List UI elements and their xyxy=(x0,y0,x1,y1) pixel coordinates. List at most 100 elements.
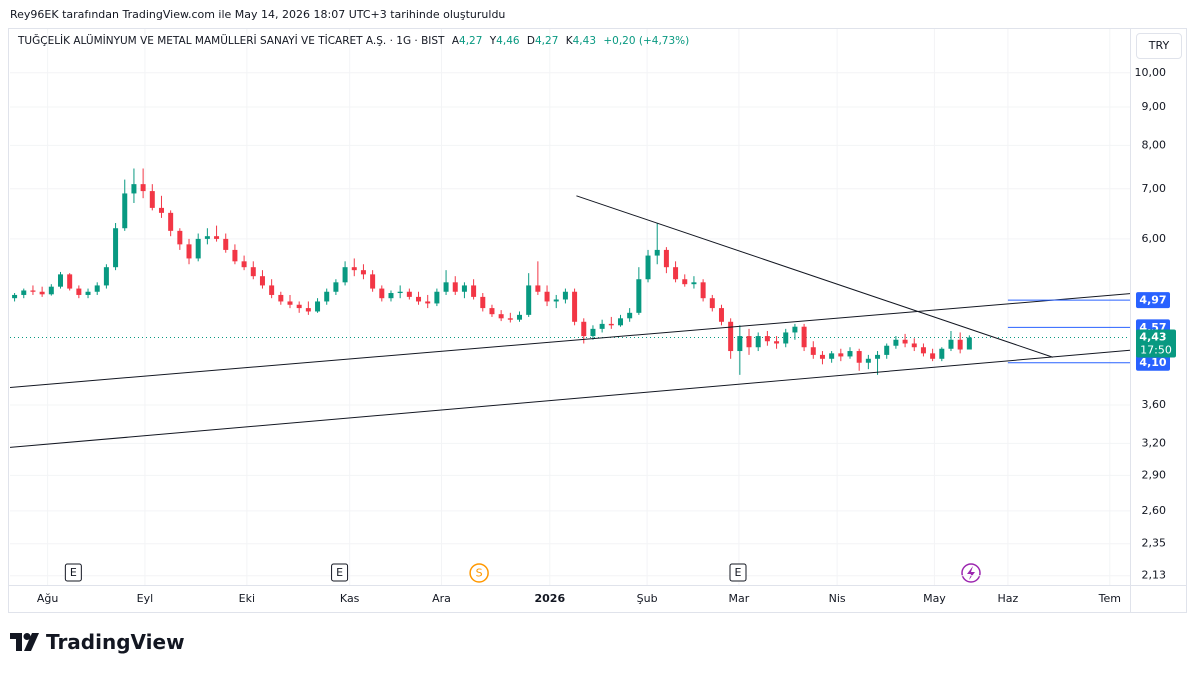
countdown-label: 17:50 xyxy=(1140,344,1172,357)
candle-body xyxy=(48,286,54,295)
event-label: E xyxy=(70,566,77,579)
candle-body xyxy=(572,291,578,322)
candle-body xyxy=(810,347,816,355)
candle-body xyxy=(553,299,559,302)
plot xyxy=(10,29,1130,585)
candle-body xyxy=(379,288,385,299)
y-tick-label: 10,00 xyxy=(1135,66,1167,79)
candle-body xyxy=(461,285,467,292)
candle-body xyxy=(278,294,284,302)
candle-body xyxy=(416,296,422,302)
candle-body xyxy=(140,184,146,192)
ohlc-key: D xyxy=(526,35,535,47)
candle-body xyxy=(875,354,881,359)
candle-body xyxy=(471,285,477,297)
candle-body xyxy=(434,291,440,304)
event-label: S xyxy=(476,567,483,580)
candle-body xyxy=(755,336,761,348)
candle-body xyxy=(902,339,908,344)
candle-body xyxy=(673,267,679,280)
candle-body xyxy=(682,279,688,285)
candle-body xyxy=(113,228,119,268)
candle-body xyxy=(957,339,963,350)
brand: TradingView xyxy=(10,630,185,654)
candle-body xyxy=(21,290,27,295)
candle-body xyxy=(562,291,568,300)
candle-body xyxy=(507,318,513,320)
x-tick-label: Tem xyxy=(1098,592,1121,605)
candle-body xyxy=(608,323,614,326)
price-tag-label: 4,10 xyxy=(1139,356,1166,369)
candle-body xyxy=(617,318,623,326)
x-tick-label: Nis xyxy=(829,592,846,605)
candle-body xyxy=(305,308,311,312)
candle-body xyxy=(636,279,642,313)
y-tick-label: 2,60 xyxy=(1142,504,1167,517)
candle-body xyxy=(259,276,265,286)
candle-body xyxy=(269,285,275,295)
brand-name: TradingView xyxy=(46,630,185,654)
candle-body xyxy=(920,347,926,354)
y-tick-label: 2,13 xyxy=(1142,569,1167,582)
ohlc-value: 4,43 xyxy=(572,35,597,47)
candle-body xyxy=(865,358,871,363)
candle-body xyxy=(324,291,330,302)
x-tick-label: May xyxy=(923,592,946,605)
ohlc-value: 4,27 xyxy=(459,35,483,47)
candle-body xyxy=(480,296,486,309)
candle-body xyxy=(12,294,18,299)
price-tag xyxy=(1136,292,1170,309)
candle-body xyxy=(737,336,743,352)
candle-body xyxy=(581,321,587,337)
candle-body xyxy=(700,282,706,299)
candle-body xyxy=(792,326,798,333)
candle-body xyxy=(406,291,412,297)
earnings-flash-icon xyxy=(961,563,981,583)
legend: TUĞÇELİK ALÜMİNYUM VE METAL MAMÜLLERİ SA… xyxy=(18,35,689,47)
ohlc-value: 4,27 xyxy=(535,35,559,47)
y-tick-label: 2,35 xyxy=(1142,537,1167,550)
candle-body xyxy=(39,291,45,295)
currency-button[interactable]: TRY xyxy=(1136,33,1182,59)
candle-body xyxy=(829,353,835,359)
change: +0,20 (+4,73%) xyxy=(603,35,690,47)
candle-body xyxy=(177,230,183,245)
candle-body xyxy=(351,267,357,271)
candle-body xyxy=(186,244,192,259)
x-tick-label: 2026 xyxy=(534,592,565,605)
last-price-label: 4,43 xyxy=(1139,331,1166,344)
candle-body xyxy=(517,314,523,320)
candle-body xyxy=(498,314,504,319)
candle-body xyxy=(425,301,431,304)
candle-body xyxy=(966,337,972,350)
candle-body xyxy=(122,193,128,229)
candle-body xyxy=(94,285,100,292)
candle-body xyxy=(709,298,715,309)
x-tick-label: Mar xyxy=(729,592,750,605)
candle-body xyxy=(315,301,321,312)
candle-body xyxy=(250,267,256,277)
candle-body xyxy=(930,353,936,359)
candle-body xyxy=(333,282,339,292)
candle-body xyxy=(847,351,853,357)
credit: Rey96EK tarafından TradingView.com ile M… xyxy=(10,8,506,21)
event-icon xyxy=(64,563,82,582)
candle-body xyxy=(397,291,403,294)
candle-body xyxy=(241,261,247,268)
candle-body xyxy=(718,308,724,322)
candle-body xyxy=(158,207,164,213)
candle-body xyxy=(663,249,669,268)
y-tick-label: 9,00 xyxy=(1142,100,1167,113)
candle-body xyxy=(526,285,532,315)
brand-logo xyxy=(10,633,39,651)
trend-line xyxy=(10,349,1130,448)
candle-body xyxy=(783,332,789,344)
symbol: TUĞÇELİK ALÜMİNYUM VE METAL MAMÜLLERİ SA… xyxy=(18,35,445,47)
y-tick-label: 2,90 xyxy=(1142,468,1167,481)
candle-body xyxy=(452,282,458,292)
candle-body xyxy=(774,341,780,344)
candle-body xyxy=(168,212,174,231)
x-tick-label: Eki xyxy=(239,592,255,605)
